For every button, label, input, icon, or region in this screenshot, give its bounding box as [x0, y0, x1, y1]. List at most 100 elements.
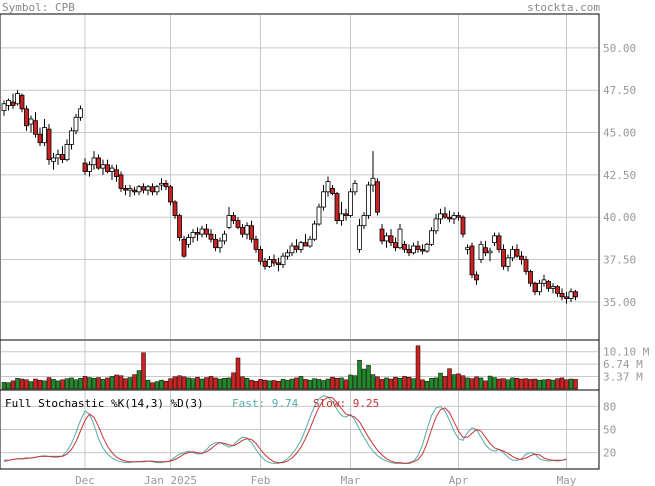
volume-bar: [163, 380, 169, 390]
date-tick-label: May: [557, 474, 577, 486]
candle-body: [541, 279, 547, 284]
volume-bar: [1, 382, 7, 390]
volume-bar: [132, 374, 137, 390]
candle-body: [348, 191, 353, 216]
candle: [159, 178, 164, 191]
candle-body: [226, 215, 232, 228]
candle: [325, 176, 331, 197]
volume-bar: [568, 378, 574, 390]
candle: [51, 152, 56, 170]
symbol-label: Symbol: CPB: [2, 1, 75, 14]
candle-body: [6, 99, 11, 106]
candle-body: [312, 223, 317, 240]
volume-bar: [388, 378, 394, 390]
candle-body: [433, 218, 439, 232]
candle: [420, 244, 425, 255]
volume-bar: [343, 379, 349, 390]
candle: [208, 229, 214, 243]
candle-body: [415, 245, 421, 250]
volume-bar: [249, 379, 254, 390]
volume-bar: [168, 378, 173, 390]
candle: [181, 235, 187, 258]
volume-bar: [483, 380, 488, 390]
candle: [262, 257, 268, 270]
candle: [505, 254, 511, 272]
candle: [55, 149, 61, 165]
volume-bar: [87, 377, 92, 390]
candle: [465, 244, 470, 255]
date-tick-label: Apr: [449, 474, 469, 486]
volume-bar: [42, 380, 47, 390]
price-tick-label: 45.00: [603, 127, 636, 140]
candle-body: [55, 154, 61, 159]
candle-body: [69, 130, 74, 145]
candle: [460, 215, 466, 238]
volume-bar: [78, 378, 83, 390]
volume-bar: [253, 380, 259, 390]
candle-body: [235, 220, 241, 228]
volume-bar: [82, 376, 88, 390]
candle: [550, 283, 556, 294]
candle: [163, 179, 169, 191]
candle: [100, 159, 106, 175]
candle-body: [564, 296, 569, 299]
volume-bar: [244, 378, 250, 390]
candle-body: [528, 271, 533, 284]
candle: [6, 98, 11, 111]
candle: [433, 213, 439, 235]
volume-bar: [352, 375, 358, 390]
volume-bar: [501, 378, 506, 390]
volume-bar: [226, 377, 232, 390]
candle-body: [366, 184, 371, 216]
volume-bar: [555, 378, 560, 390]
candle-body: [474, 274, 479, 281]
candle: [348, 188, 353, 218]
candle: [334, 191, 340, 224]
candle-body: [168, 186, 173, 203]
volume-bar: [150, 382, 155, 390]
volume-bar: [541, 379, 547, 390]
price-tick-label: 42.50: [603, 169, 636, 182]
candle: [510, 246, 515, 262]
candle-body: [280, 255, 286, 266]
candle-body: [177, 215, 182, 238]
site-brand[interactable]: stockta.com: [527, 1, 600, 14]
candle: [96, 154, 101, 170]
candle-body: [483, 247, 488, 254]
volume-bar: [118, 375, 124, 390]
candle-body: [289, 245, 295, 254]
candle-body: [127, 188, 133, 191]
candle: [73, 113, 79, 135]
volume-bar: [519, 378, 524, 390]
candle: [28, 115, 34, 133]
volume-bar: [357, 359, 362, 390]
candle-body: [28, 118, 34, 125]
volume-bar: [271, 380, 277, 390]
candle: [154, 185, 160, 196]
candle-body: [208, 233, 214, 240]
candle: [190, 229, 196, 243]
candle: [280, 252, 286, 269]
candle: [352, 179, 358, 196]
volume-bar: [330, 376, 335, 390]
volume-bar: [285, 379, 290, 390]
volume-bar: [460, 375, 466, 390]
candle-body: [204, 228, 209, 235]
volume-bar: [28, 381, 34, 390]
candle: [312, 220, 317, 241]
candle-body: [24, 108, 29, 127]
volume-bar: [307, 379, 313, 390]
stochastic-axis: 80 50 20: [603, 400, 616, 459]
candle-body: [420, 248, 425, 252]
date-tick-label: Dec: [75, 474, 95, 486]
candle-body: [258, 248, 263, 262]
candle-body: [442, 213, 448, 218]
candle-body: [10, 101, 16, 106]
volume-bar: [100, 379, 106, 390]
candle-body: [411, 245, 416, 254]
candle: [469, 242, 475, 279]
volume-bar: [321, 380, 326, 390]
price-tick-label: 47.50: [603, 84, 636, 97]
candle-body: [532, 282, 538, 293]
